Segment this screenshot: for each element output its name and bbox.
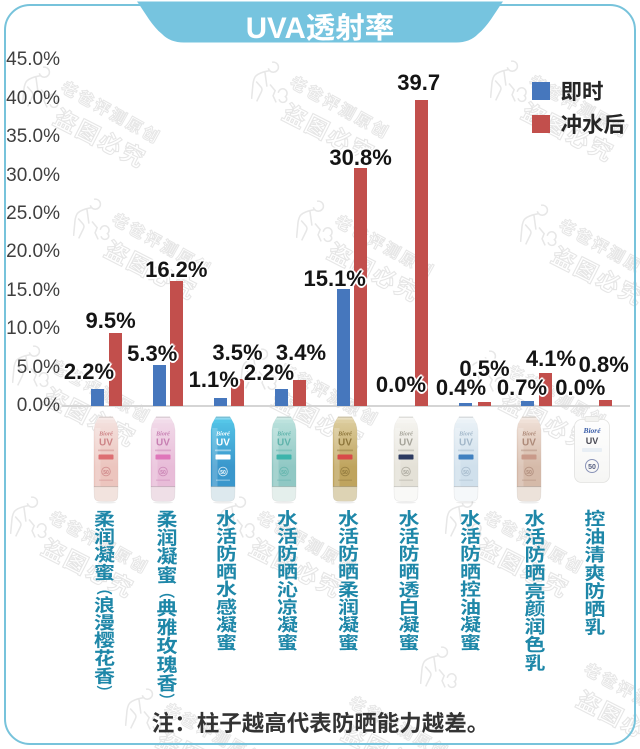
- svg-text:Bioré: Bioré: [155, 431, 170, 437]
- svg-text:UV: UV: [459, 437, 473, 448]
- svg-text:Bioré: Bioré: [98, 431, 113, 437]
- svg-text:UV: UV: [216, 437, 230, 448]
- svg-text:Bioré: Bioré: [215, 431, 230, 437]
- svg-text:UV: UV: [338, 437, 352, 448]
- svg-text:50: 50: [588, 464, 596, 471]
- svg-text:50: 50: [221, 469, 227, 475]
- svg-text:UV: UV: [156, 437, 170, 448]
- svg-text:Bioré: Bioré: [521, 431, 536, 437]
- svg-text:Bioré: Bioré: [276, 431, 291, 437]
- svg-text:Bioré: Bioré: [459, 431, 474, 437]
- svg-text:UV: UV: [522, 437, 536, 448]
- svg-text:50: 50: [342, 469, 348, 475]
- svg-text:50: 50: [160, 469, 166, 475]
- svg-text:50: 50: [464, 469, 470, 475]
- svg-text:UV: UV: [99, 437, 113, 448]
- svg-text:UV: UV: [399, 437, 413, 448]
- svg-text:Bioré: Bioré: [337, 431, 352, 437]
- svg-text:50: 50: [526, 469, 532, 475]
- svg-text:UV: UV: [277, 437, 291, 448]
- svg-text:Bioré: Bioré: [582, 426, 601, 435]
- svg-text:UV: UV: [585, 436, 598, 446]
- svg-text:50: 50: [104, 469, 110, 475]
- svg-text:50: 50: [281, 469, 287, 475]
- svg-text:50: 50: [403, 469, 409, 475]
- svg-text:Bioré: Bioré: [398, 431, 413, 437]
